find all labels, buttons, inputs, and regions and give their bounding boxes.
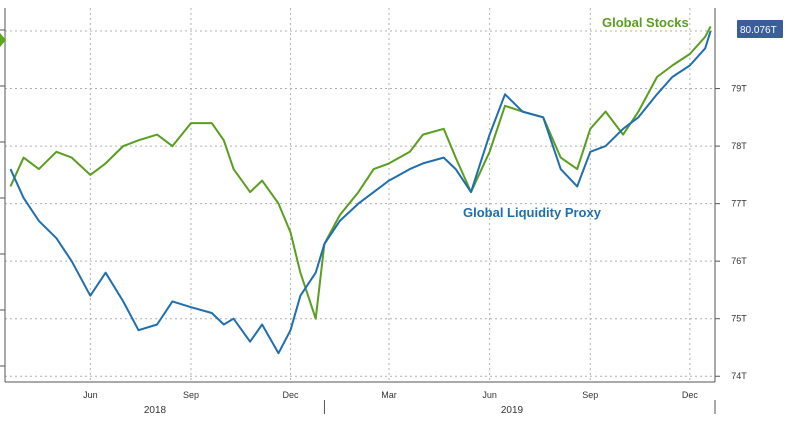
- y-tick-label: 78T: [731, 141, 747, 151]
- x-tick-label: Dec: [682, 390, 699, 400]
- grid: [5, 8, 715, 382]
- x-tick-label: Jun: [83, 390, 98, 400]
- series-layer: [9, 25, 712, 355]
- series-label-global-liquidity-proxy: Global Liquidity Proxy: [463, 205, 602, 220]
- arrow-marker-icon: [0, 33, 6, 47]
- y-tick-label: 75T: [731, 314, 747, 324]
- axes: 74T 75T 76T 77T 78T 79T Jun Sep Dec Mar Jun Sep Dec 2…: [0, 8, 747, 416]
- last-value-badge: 80.076T: [737, 20, 783, 38]
- series-label-global-stocks: Global Stocks: [602, 15, 689, 30]
- y-tick-label: 79T: [731, 84, 747, 94]
- y-tick-label: 77T: [731, 199, 747, 209]
- x-tick-label: Sep: [582, 390, 598, 400]
- x-year-label: 2018: [144, 405, 167, 416]
- series-line-global-liquidity-proxy: [9, 30, 712, 355]
- x-year-label: 2019: [501, 405, 524, 416]
- last-value-text: 80.076T: [740, 25, 777, 36]
- x-tick-label: Mar: [381, 390, 397, 400]
- x-tick-label: Dec: [283, 390, 300, 400]
- x-tick-label: Jun: [482, 390, 497, 400]
- x-tick-label: Sep: [183, 390, 199, 400]
- series-line-global-stocks: [9, 25, 712, 320]
- y-tick-label: 74T: [731, 371, 747, 381]
- y-tick-label: 76T: [731, 256, 747, 266]
